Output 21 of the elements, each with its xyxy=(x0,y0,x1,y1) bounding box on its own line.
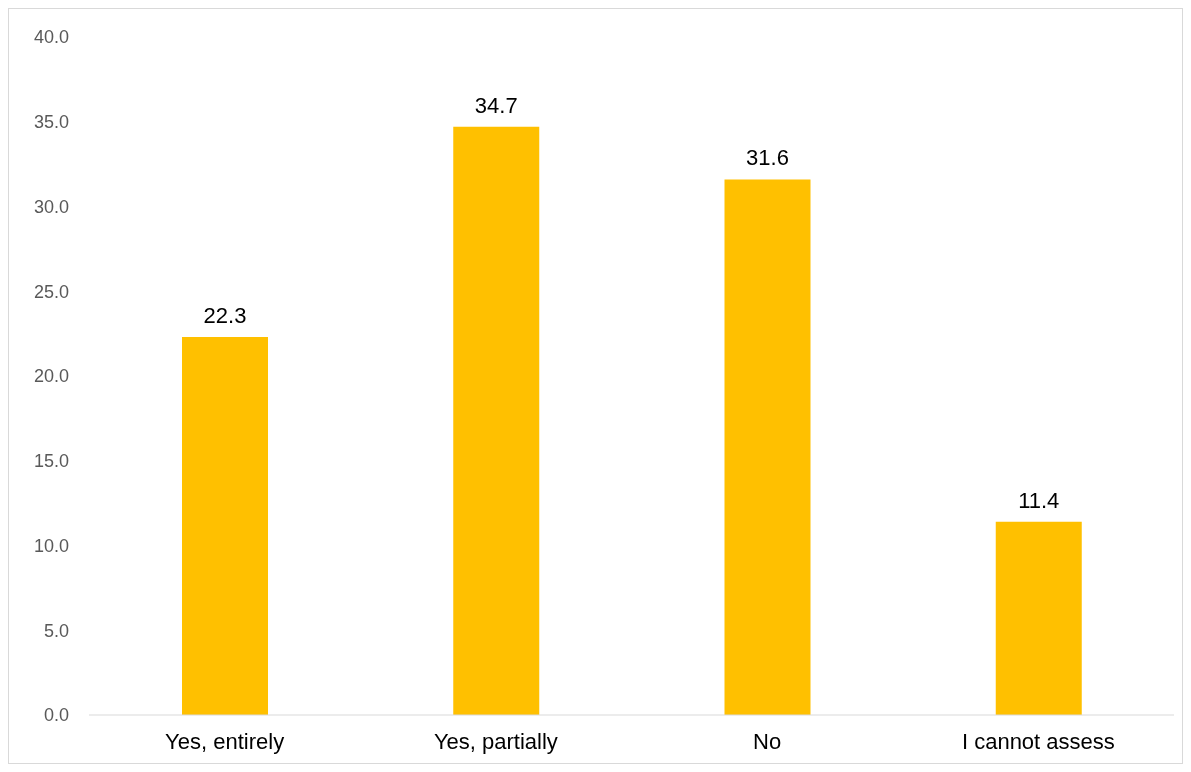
y-tick-label: 25.0 xyxy=(33,281,69,302)
data-label: 22.3 xyxy=(203,303,247,329)
bar xyxy=(182,337,268,715)
x-tick-label: No xyxy=(753,728,782,754)
data-label: 11.4 xyxy=(1018,487,1060,513)
y-tick-label: 15.0 xyxy=(33,451,69,472)
y-tick-label: 0.0 xyxy=(43,705,69,726)
x-tick-label: Yes, entirely xyxy=(165,728,285,754)
y-tick-label: 20.0 xyxy=(33,366,69,387)
x-tick-label: Yes, partially xyxy=(433,728,558,754)
data-label: 31.6 xyxy=(746,145,789,171)
y-tick-label: 10.0 xyxy=(33,535,69,556)
bar xyxy=(453,126,540,715)
x-tick-label: I cannot assess xyxy=(961,728,1115,754)
y-tick-label: 30.0 xyxy=(33,196,69,217)
data-label: 34.7 xyxy=(474,92,518,118)
y-tick-label: 5.0 xyxy=(43,620,69,641)
bar xyxy=(724,179,811,715)
y-tick-label: 40.0 xyxy=(33,27,69,48)
y-tick-label: 35.0 xyxy=(33,112,69,133)
bar xyxy=(995,521,1082,715)
